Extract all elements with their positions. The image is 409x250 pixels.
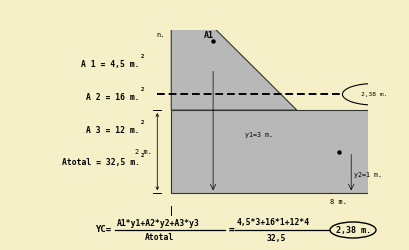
Ellipse shape bbox=[330, 222, 376, 238]
Text: Atotal = 32,5 m.: Atotal = 32,5 m. bbox=[62, 158, 140, 167]
Text: 2: 2 bbox=[140, 54, 144, 60]
Text: A 2 = 16 m.: A 2 = 16 m. bbox=[86, 93, 140, 102]
Text: A1: A1 bbox=[204, 31, 214, 40]
Text: 32,5: 32,5 bbox=[267, 234, 286, 242]
Text: A 3 = 12 m.: A 3 = 12 m. bbox=[86, 126, 140, 134]
Text: y2=1 m.: y2=1 m. bbox=[354, 172, 382, 177]
Text: A1*y1+A2*y2+A3*y3: A1*y1+A2*y2+A3*y3 bbox=[117, 218, 200, 228]
Text: 2: 2 bbox=[140, 87, 144, 92]
Text: 4,5*3+16*1+12*4: 4,5*3+16*1+12*4 bbox=[237, 218, 310, 228]
Text: 8 m.: 8 m. bbox=[330, 199, 347, 205]
Ellipse shape bbox=[342, 84, 406, 105]
Text: 2: 2 bbox=[140, 120, 144, 125]
Text: Atotal: Atotal bbox=[145, 234, 174, 242]
Text: 2: 2 bbox=[140, 152, 144, 158]
Text: n.: n. bbox=[157, 32, 165, 38]
Text: A 1 = 4,5 m.: A 1 = 4,5 m. bbox=[81, 60, 140, 69]
Text: YC=: YC= bbox=[95, 226, 111, 234]
Text: y1=3 m.: y1=3 m. bbox=[245, 132, 273, 138]
Text: 2,38 m.: 2,38 m. bbox=[335, 226, 371, 234]
Text: 2 m.: 2 m. bbox=[135, 149, 152, 155]
Text: =: = bbox=[229, 225, 235, 235]
Bar bbox=[380, 0, 409, 110]
Text: 2,38 m.: 2,38 m. bbox=[361, 92, 387, 97]
Text: =: = bbox=[335, 225, 341, 235]
Bar bbox=[171, 110, 409, 193]
Polygon shape bbox=[171, 0, 297, 110]
